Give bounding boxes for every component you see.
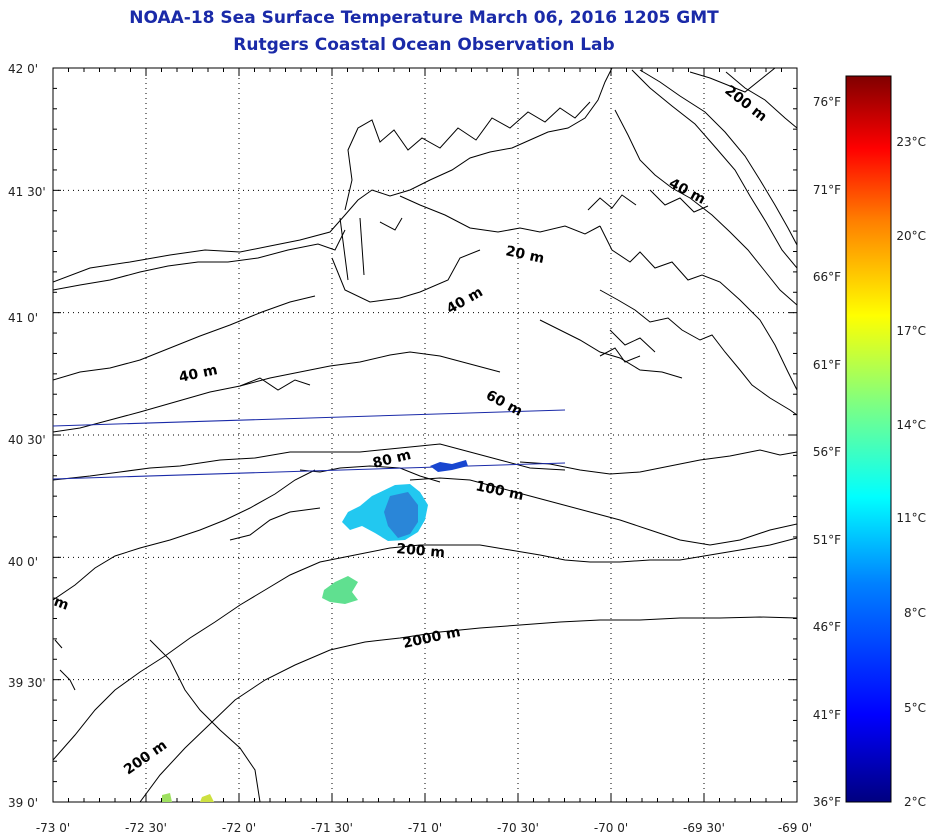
cb-f-66: 66°F [813, 270, 841, 284]
sst-data-patches [162, 460, 468, 802]
colorbar-fahrenheit-labels: 76°F 71°F 66°F 61°F 56°F 51°F 46°F 41°F … [813, 95, 841, 809]
map-subtitle: Rutgers Coastal Ocean Observation Lab [233, 35, 615, 55]
cb-f-76: 76°F [813, 95, 841, 109]
lat-label-42: 42 0' [8, 62, 38, 76]
cb-c-8: 8°C [904, 606, 926, 620]
cb-f-56: 56°F [813, 445, 841, 459]
cb-c-11: 11°C [896, 511, 926, 525]
cb-f-46: 46°F [813, 620, 841, 634]
cb-c-14: 14°C [896, 418, 926, 432]
cb-c-17: 17°C [896, 324, 926, 338]
colorbar [845, 75, 892, 803]
map-title: NOAA-18 Sea Surface Temperature March 06… [129, 8, 719, 28]
lon-label-69-30: -69 30' [683, 821, 725, 835]
lon-label-71: -71 0' [408, 821, 442, 835]
lat-label-41: 41 0' [8, 311, 38, 325]
lat-label-40: 40 0' [8, 555, 38, 569]
depth-label-40m-west: 40 m [178, 362, 219, 386]
lon-label-70-30: -70 30' [497, 821, 539, 835]
cb-c-23: 23°C [896, 135, 926, 149]
lat-label-40-30: 40 30' [8, 433, 46, 447]
cb-c-2: 2°C [904, 795, 926, 809]
depth-label-20m: 20 m [504, 243, 545, 267]
longitude-labels: -73 0' -72 30' -72 0' -71 30' -71 0' -70… [36, 821, 812, 835]
cb-c-20: 20°C [896, 229, 926, 243]
graticule [53, 68, 797, 802]
cb-f-71: 71°F [813, 183, 841, 197]
lat-label-39-30: 39 30' [8, 676, 46, 690]
lon-label-70: -70 0' [594, 821, 628, 835]
lon-label-72: -72 0' [222, 821, 256, 835]
depth-label-200m-center: 200 m [396, 541, 446, 561]
cb-f-51: 51°F [813, 533, 841, 547]
coastline [53, 68, 797, 802]
lon-label-71-30: -71 30' [311, 821, 353, 835]
lat-label-41-30: 41 30' [8, 185, 46, 199]
latitude-labels: 42 0' 41 30' 41 0' 40 30' 40 0' 39 30' 3… [8, 62, 46, 810]
depth-label-m-left: m [52, 594, 71, 614]
lat-label-39: 39 0' [8, 796, 38, 810]
lon-label-72-30: -72 30' [125, 821, 167, 835]
cb-f-36: 36°F [813, 795, 841, 809]
axis-ticks [52, 67, 798, 803]
cb-f-61: 61°F [813, 358, 841, 372]
cb-f-41: 41°F [813, 708, 841, 722]
satellite-track-lines [53, 409, 566, 480]
colorbar-celsius-labels: 23°C 20°C 17°C 14°C 11°C 8°C 5°C 2°C [896, 135, 926, 809]
lon-label-69: -69 0' [778, 821, 812, 835]
cb-c-5: 5°C [904, 701, 926, 715]
lon-label-73: -73 0' [36, 821, 70, 835]
